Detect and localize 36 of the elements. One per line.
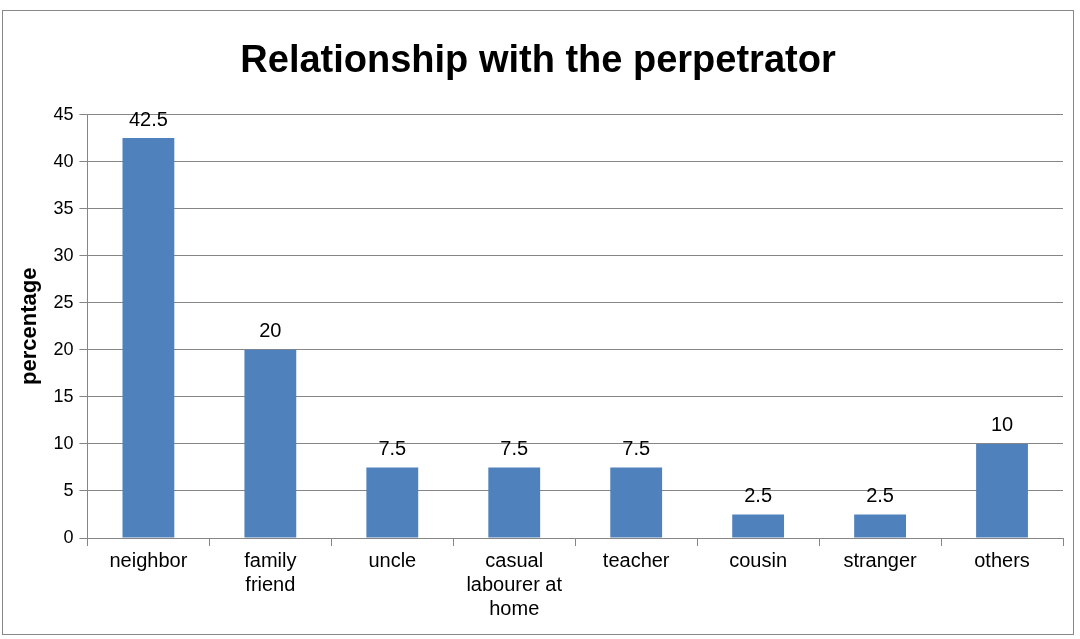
x-tick-label: family friend bbox=[244, 548, 297, 595]
bar bbox=[610, 467, 663, 538]
x-tick-label: teacher bbox=[602, 548, 670, 571]
data-label: 7.5 bbox=[622, 436, 651, 459]
y-tick-label: 40 bbox=[53, 150, 74, 171]
y-tick-label: 35 bbox=[53, 197, 74, 218]
data-label: 42.5 bbox=[128, 107, 168, 130]
data-label: 2.5 bbox=[744, 483, 773, 506]
y-tick-label: 30 bbox=[53, 244, 74, 265]
bar bbox=[366, 467, 419, 538]
bar bbox=[122, 138, 175, 538]
x-tick-label: uncle bbox=[368, 548, 417, 571]
x-tick-label: cousin bbox=[729, 548, 788, 571]
bar bbox=[732, 514, 785, 538]
bar bbox=[976, 443, 1028, 538]
y-tick-label: 45 bbox=[53, 103, 74, 124]
data-label: 10 bbox=[990, 413, 1014, 436]
y-tick-label: 5 bbox=[63, 479, 74, 500]
x-tick-label: casual labourer at home bbox=[466, 548, 563, 619]
x-tick-label: stranger bbox=[843, 548, 918, 571]
y-tick-label: 20 bbox=[53, 338, 74, 359]
bar bbox=[488, 467, 541, 538]
data-label: 20 bbox=[259, 319, 282, 342]
x-tick-label: others bbox=[974, 548, 1030, 571]
chart-title: Relationship with the perpetrator bbox=[240, 38, 836, 81]
bar bbox=[854, 514, 906, 538]
bar bbox=[244, 349, 297, 538]
data-label: 7.5 bbox=[378, 436, 407, 459]
data-label: 2.5 bbox=[866, 483, 894, 506]
data-label: 7.5 bbox=[500, 436, 529, 459]
y-tick-label: 25 bbox=[53, 291, 74, 312]
y-tick-label: 0 bbox=[63, 526, 74, 547]
y-tick-label: 15 bbox=[53, 385, 74, 406]
y-tick-label: 10 bbox=[53, 432, 74, 453]
x-tick-label: neighbor bbox=[109, 548, 188, 571]
y-axis-title: percentage bbox=[16, 267, 42, 385]
